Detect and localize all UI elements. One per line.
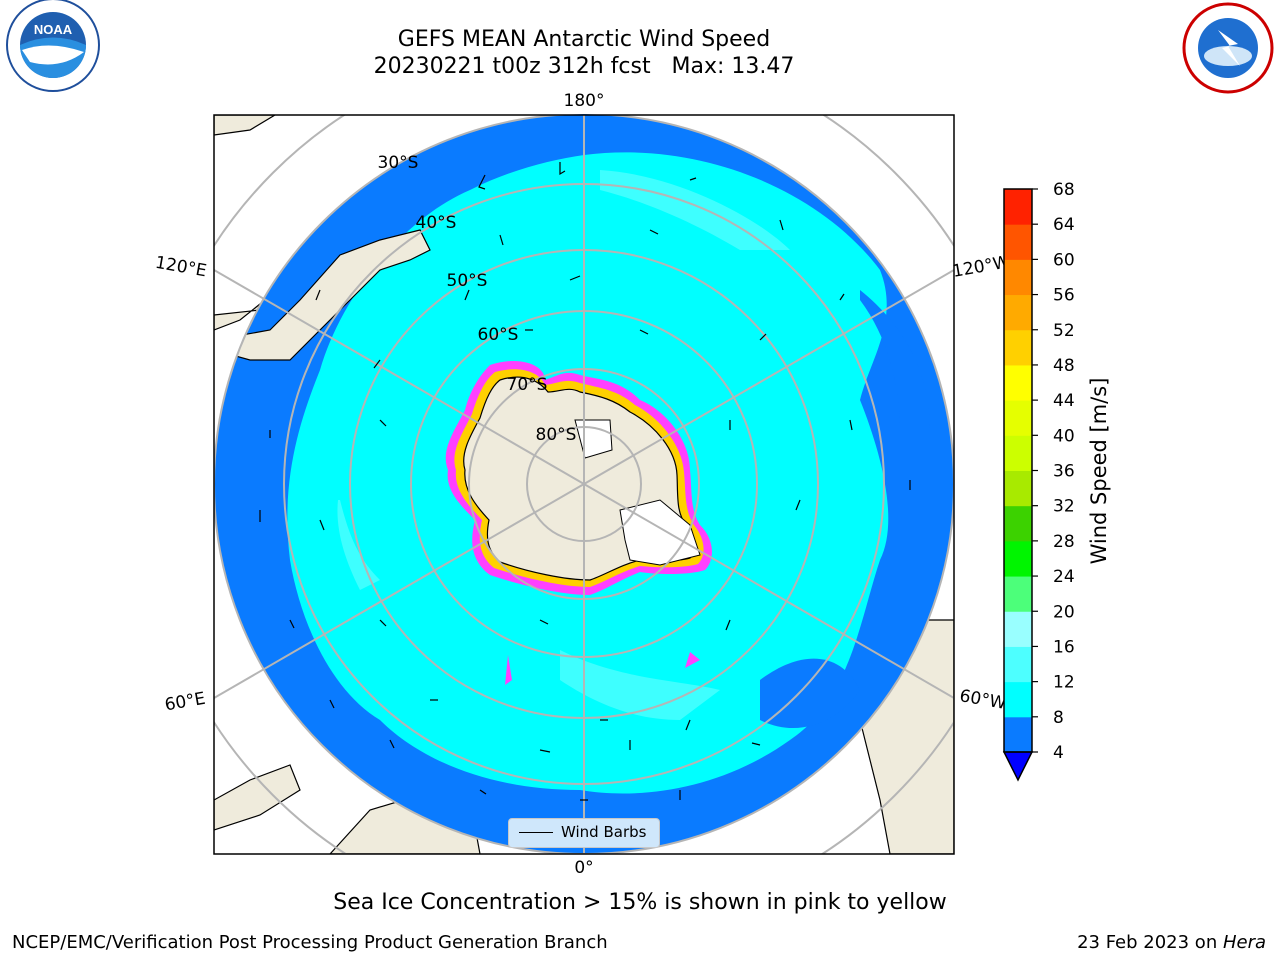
colorbar-tick-label: 48	[1053, 356, 1075, 376]
antarctica	[445, 360, 712, 685]
lat-label-80s: 80°S	[536, 425, 577, 445]
footer-host: Hera	[1222, 932, 1266, 953]
colorbar-block	[1004, 716, 1032, 753]
lon-label-0: 0°	[574, 858, 593, 878]
lat-label-60s: 60°S	[478, 325, 519, 345]
colorbar-label: Wind Speed [m/s]	[1087, 378, 1111, 565]
lat-label-50s: 50°S	[447, 271, 488, 291]
colorbar-block	[1004, 611, 1032, 647]
colorbar-tick-label: 36	[1053, 462, 1075, 482]
colorbar-tick-label: 32	[1053, 497, 1075, 517]
graticule	[214, 115, 954, 854]
colorbar-block	[1004, 364, 1032, 401]
map-subtitle: 20230221 t00z 312h fcst Max: 13.47	[373, 54, 795, 79]
colorbar-block	[1004, 224, 1032, 260]
colorbar-block	[1004, 329, 1032, 366]
footer-credit: NCEP/EMC/Verification Post Processing Pr…	[12, 932, 608, 953]
legend-line-swatch	[519, 832, 553, 833]
footer-date: 23 Feb 2023 on Hera	[1077, 932, 1266, 953]
legend-label: Wind Barbs	[561, 823, 647, 841]
noaa-logo: NOAA	[6, 0, 100, 92]
lon-label-60e: 60°E	[163, 689, 207, 716]
caption: Sea Ice Concentration > 15% is shown in …	[333, 890, 947, 915]
lat-label-70s: 70°S	[507, 375, 548, 395]
colorbar-tick-label: 28	[1053, 532, 1075, 552]
colorbar-tick-label: 68	[1053, 180, 1075, 200]
lat-label-40s: 40°S	[416, 213, 457, 233]
colorbar-tick-label: 4	[1053, 743, 1064, 763]
colorbar-block	[1004, 189, 1032, 225]
colorbar-block	[1004, 646, 1032, 683]
colorbar-tick-label: 24	[1053, 567, 1075, 587]
colorbar-tick-label: 44	[1053, 391, 1075, 411]
colorbar-tick-label: 40	[1053, 426, 1075, 446]
footer-date-text: 23 Feb 2023 on	[1077, 932, 1223, 953]
noaa-logo-text: NOAA	[34, 22, 73, 37]
colorbar-block	[1004, 576, 1032, 612]
colorbar-block	[1004, 435, 1032, 471]
map-frame	[213, 114, 955, 855]
colorbar-block	[1004, 259, 1032, 296]
lon-label-180: 180°	[564, 91, 605, 111]
colorbar-tick-label: 20	[1053, 602, 1075, 622]
colorbar-blocks	[1004, 189, 1032, 753]
colorbar-tick-label: 52	[1053, 321, 1075, 341]
colorbar-tick-label: 8	[1053, 708, 1064, 728]
map-legend: Wind Barbs	[508, 818, 660, 848]
colorbar-tick-label: 56	[1053, 286, 1075, 306]
nws-logo	[1182, 2, 1274, 94]
colorbar-block	[1004, 505, 1032, 542]
colorbar-tick-label: 12	[1053, 673, 1075, 693]
colorbar-block	[1004, 681, 1032, 718]
colorbar-block	[1004, 540, 1032, 577]
lat-label-30s: 30°S	[378, 153, 419, 173]
colorbar-block	[1004, 470, 1032, 507]
wind-barbs	[259, 162, 911, 801]
lon-label-120e: 120°E	[154, 253, 208, 282]
colorbar-tick-label: 64	[1053, 215, 1075, 235]
map-title: GEFS MEAN Antarctic Wind Speed	[397, 27, 771, 52]
colorbar-block	[1004, 294, 1032, 331]
colorbar-tick-label: 60	[1053, 250, 1075, 270]
colorbar-block	[1004, 400, 1032, 436]
colorbar-tick-label: 16	[1053, 637, 1075, 657]
colorbar-extend-triangle	[1002, 751, 1034, 782]
